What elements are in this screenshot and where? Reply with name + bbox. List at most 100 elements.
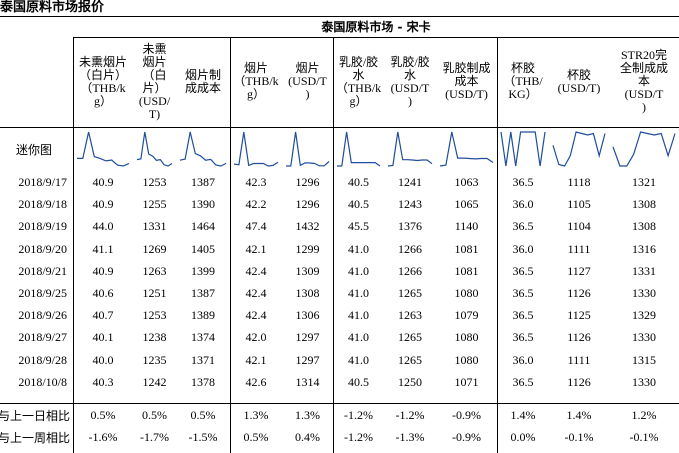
- column-header-line: (USD/T): [445, 87, 488, 101]
- table-cell: 1265: [398, 330, 422, 345]
- table-cell: 36.5: [512, 175, 534, 189]
- column-header-line: ): [642, 100, 646, 114]
- table-cell: 1238: [142, 330, 167, 345]
- table-cell: 1432: [295, 219, 320, 234]
- table-cell: 1296: [295, 175, 320, 189]
- table-top-border: [0, 16, 679, 17]
- column-header-line: 烟片制: [184, 67, 221, 82]
- table-cell: 1080: [454, 286, 479, 300]
- column-header-line: 未熏: [142, 41, 167, 56]
- sparkline: [500, 131, 546, 167]
- sparkline: [179, 131, 227, 167]
- table-cell: 1253: [142, 308, 167, 323]
- table-cell: 1118: [567, 175, 591, 189]
- table-cell: 1376: [398, 219, 422, 234]
- change-row-label: 与上一日相比: [0, 409, 71, 423]
- column-header: 乳胶/胶水（THB/k g）: [333, 38, 384, 125]
- table-cell: 1126: [567, 286, 591, 300]
- header-bottom-border: [0, 127, 679, 128]
- table-cell: 42.6: [245, 374, 267, 389]
- group-divider-3: [497, 37, 498, 453]
- market-label: 泰国原料市场 - 宋卡: [321, 20, 431, 34]
- table-cell: 1297: [295, 330, 320, 345]
- table-cell: 42.1: [245, 241, 267, 256]
- change-cell: -1.2%: [344, 430, 373, 444]
- table-cell: 1306: [295, 308, 320, 323]
- sparkline: [552, 131, 606, 167]
- table-title: 泰国原料市场报价: [0, 0, 105, 15]
- column-header: 未熏 烟片 （白 片） (USD/T): [133, 38, 176, 125]
- sparkline: [612, 131, 676, 167]
- change-cell: -1.2%: [395, 408, 425, 422]
- column-header-line: 烟片: [142, 54, 167, 69]
- change-cell: 0.5%: [190, 408, 216, 422]
- table-cell: 1071: [454, 374, 479, 389]
- table-cell: 45.5: [348, 219, 369, 234]
- table-cell: 1308: [632, 197, 656, 212]
- column-header-line: 全制成成: [619, 61, 668, 75]
- table-cell: 41.0: [348, 308, 369, 323]
- change-cell: 0.4%: [295, 430, 320, 444]
- table-cell: 1241: [398, 175, 422, 189]
- table-cell: 1315: [632, 352, 656, 367]
- change-row-label: 与上一周相比: [0, 431, 71, 445]
- table-cell: 36.0: [512, 241, 534, 256]
- column-header-line: ): [408, 93, 412, 108]
- column-header-line: 未熏烟片: [78, 54, 127, 69]
- table-cell: 1255: [142, 197, 167, 212]
- table-cell: 1299: [295, 241, 320, 256]
- table-cell: 1263: [142, 263, 167, 278]
- table-cell: 1263: [398, 308, 422, 323]
- sparkline: [286, 131, 330, 167]
- table-cell: 1387: [191, 286, 215, 300]
- table-row-date: 2018/9/18: [18, 197, 67, 212]
- table-cell: 36.5: [512, 219, 534, 234]
- table-cell: 1127: [567, 263, 591, 278]
- table-cell: 42.4: [245, 286, 267, 300]
- sparkline: [439, 131, 494, 167]
- table-cell: 47.4: [245, 219, 267, 234]
- change-cell: -0.1%: [629, 430, 659, 444]
- table-cell: 1125: [567, 308, 591, 323]
- column-header: 未熏烟片 （白片） （THB/k g）: [73, 38, 133, 125]
- column-header-line: (USD/T: [624, 87, 664, 101]
- column-header: 杯胶 （THB/KG）: [497, 38, 549, 125]
- column-header-line: 水: [352, 67, 365, 82]
- table-row-date: 2018/9/20: [18, 241, 67, 256]
- column-header: 乳胶制成 成本 (USD/T): [436, 38, 497, 125]
- table-cell: 40.1: [92, 330, 114, 345]
- table-cell: 36.5: [512, 263, 534, 278]
- table-cell: 41.0: [348, 352, 369, 367]
- column-header-line: （THB/k: [80, 80, 126, 95]
- column-header-line: 片）: [142, 80, 167, 95]
- table-cell: 36.5: [512, 330, 534, 345]
- table-cell: 36.0: [512, 197, 534, 212]
- table-cell: 40.7: [92, 308, 114, 323]
- table-cell: 42.1: [245, 352, 267, 367]
- column-header-line: 乳胶制成: [442, 61, 491, 75]
- column-header-line: KG）: [508, 87, 538, 101]
- change-cell: 0.5%: [243, 430, 269, 444]
- column-header-line: （THB/k: [335, 80, 382, 95]
- table-cell: 1140: [454, 219, 479, 234]
- column-header-line: （THB/k: [233, 74, 279, 88]
- table-cell: 44.0: [92, 219, 114, 234]
- table-cell: 40.9: [92, 197, 114, 212]
- table-cell: 40.5: [348, 197, 369, 212]
- table-cell: 42.3: [245, 175, 267, 189]
- table-cell: 1374: [191, 330, 215, 345]
- sparkline-label: 迷你图: [16, 143, 53, 157]
- date-column-divider: [73, 37, 74, 453]
- sparkline-series: [77, 131, 130, 167]
- table-cell: 42.4: [245, 308, 267, 323]
- change-cell: 1.3%: [295, 408, 320, 422]
- column-header-line: (USD/T: [288, 74, 327, 88]
- change-cell: 0.5%: [90, 408, 116, 422]
- market-header-border: [73, 37, 679, 38]
- table-cell: 41.1: [92, 241, 114, 256]
- table-cell: 40.0: [92, 352, 114, 367]
- table-cell: 40.3: [92, 374, 114, 389]
- column-header-line: （THB/: [503, 74, 543, 88]
- change-cell: -0.1%: [564, 430, 594, 444]
- table-cell: 1330: [632, 374, 656, 389]
